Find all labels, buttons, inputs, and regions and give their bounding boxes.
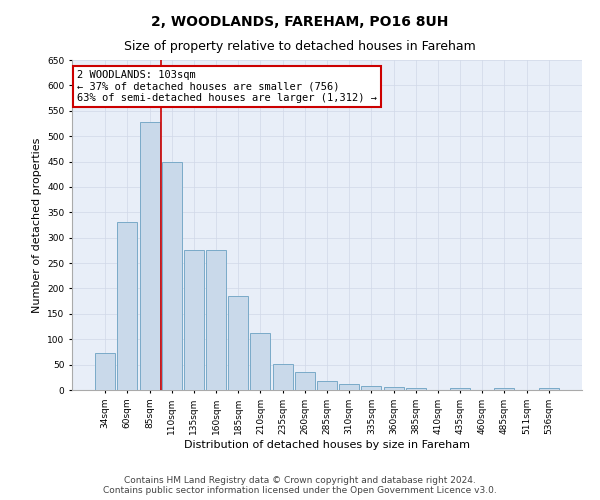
- Bar: [162, 162, 182, 390]
- Bar: [317, 382, 337, 390]
- Bar: [494, 388, 514, 390]
- Text: Size of property relative to detached houses in Fareham: Size of property relative to detached ho…: [124, 40, 476, 53]
- Text: Contains HM Land Registry data © Crown copyright and database right 2024.
Contai: Contains HM Land Registry data © Crown c…: [103, 476, 497, 495]
- Bar: [450, 388, 470, 390]
- Bar: [539, 388, 559, 390]
- Bar: [361, 386, 382, 390]
- X-axis label: Distribution of detached houses by size in Fareham: Distribution of detached houses by size …: [184, 440, 470, 450]
- Bar: [295, 372, 315, 390]
- Text: 2 WOODLANDS: 103sqm
← 37% of detached houses are smaller (756)
63% of semi-detac: 2 WOODLANDS: 103sqm ← 37% of detached ho…: [77, 70, 377, 103]
- Bar: [95, 354, 115, 390]
- Bar: [406, 388, 426, 390]
- Text: 2, WOODLANDS, FAREHAM, PO16 8UH: 2, WOODLANDS, FAREHAM, PO16 8UH: [151, 15, 449, 29]
- Bar: [118, 222, 137, 390]
- Y-axis label: Number of detached properties: Number of detached properties: [32, 138, 41, 312]
- Bar: [184, 250, 204, 390]
- Bar: [206, 250, 226, 390]
- Bar: [272, 364, 293, 390]
- Bar: [228, 296, 248, 390]
- Bar: [339, 384, 359, 390]
- Bar: [383, 388, 404, 390]
- Bar: [250, 333, 271, 390]
- Bar: [140, 122, 160, 390]
